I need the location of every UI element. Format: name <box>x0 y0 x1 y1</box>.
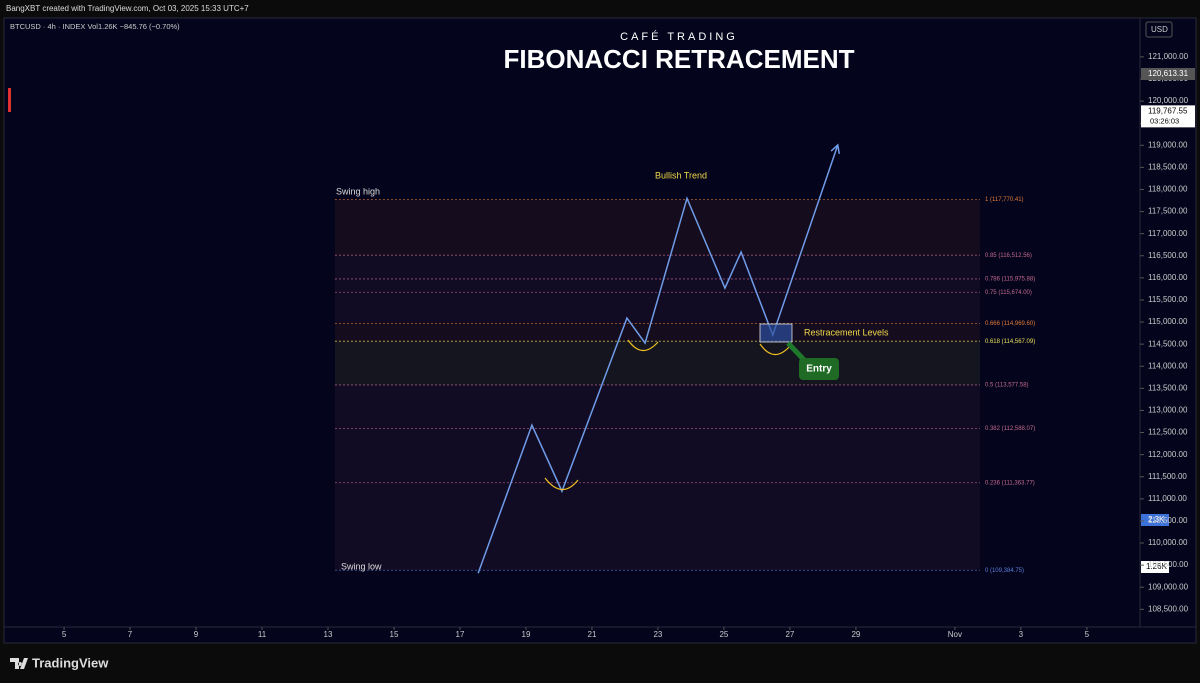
arrow-head <box>830 143 841 154</box>
fib-label: 0.236 (111,363.77) <box>985 480 1035 486</box>
y-tick-label: 118,000.00 <box>1148 185 1188 194</box>
entry-badge <box>799 358 839 380</box>
price-badge-label: 119,767.55 <box>1148 106 1188 115</box>
entry-label: Entry <box>806 364 832 375</box>
curve <box>759 343 791 356</box>
x-tick-label: 21 <box>588 630 597 639</box>
fib-zone <box>334 323 980 342</box>
x-tick-label: 7 <box>128 630 133 639</box>
x-tick-label: 19 <box>522 630 531 639</box>
fib-label: 0.85 (116,512.56) <box>985 253 1032 259</box>
x-tick-label: 27 <box>785 630 794 639</box>
legend: BTCUSD · 4h · INDEX Vol1.26K −845.76 (−0… <box>10 22 180 31</box>
y-tick-label: 110,500.00 <box>1148 516 1188 525</box>
y-tick-label: 112,000.00 <box>1148 450 1188 459</box>
y-tick-label: 117,000.00 <box>1148 229 1188 238</box>
fib-label: 0.618 (114,567.09) <box>985 339 1035 345</box>
swing-low: Swing low <box>341 561 382 571</box>
x-tick-label: 25 <box>719 630 728 639</box>
x-tick-label: Nov <box>948 630 962 639</box>
y-tick-label: 116,500.00 <box>1148 251 1188 260</box>
volume-label: 2.3K <box>1148 515 1165 524</box>
y-tick-label: 112,500.00 <box>1148 428 1188 437</box>
countdown: 03:26:03 <box>1150 116 1179 125</box>
title: FIBONACCI RETRACEMENT <box>504 44 855 74</box>
fib-zone <box>334 428 980 483</box>
y-tick-label: 121,000.00 <box>1148 52 1189 61</box>
y-tick-label: 109,000.00 <box>1148 582 1189 591</box>
curve <box>627 339 659 352</box>
x-tick-label: 5 <box>1085 630 1090 639</box>
swing-high: Swing high <box>336 186 380 196</box>
y-tick-label: 113,500.00 <box>1148 383 1188 392</box>
fib-label: 0.666 (114,969.60) <box>985 321 1035 327</box>
fib-zone <box>334 292 980 324</box>
x-tick-label: 17 <box>456 630 465 639</box>
volume-badge <box>1141 561 1169 573</box>
brand: TradingView <box>32 655 109 670</box>
chart-area <box>3 17 1197 644</box>
curve <box>544 477 579 491</box>
trend-label: Bullish Trend <box>655 170 707 180</box>
y-tick-label: 110,000.00 <box>1148 538 1188 547</box>
currency: USD <box>1151 25 1168 34</box>
y-tick-label: 108,500.00 <box>1148 604 1189 613</box>
price-line <box>477 144 839 574</box>
y-tick-label: 114,000.00 <box>1148 361 1188 370</box>
y-tick-label: 119,000.00 <box>1148 140 1188 149</box>
x-tick-label: 23 <box>653 630 662 639</box>
x-tick-label: 29 <box>851 630 860 639</box>
fib-label: 0.786 (115,975.88) <box>985 277 1035 283</box>
currency-box <box>1145 21 1173 38</box>
fib-zone <box>334 482 980 571</box>
fib-label: 1 (117,770.41) <box>985 197 1024 203</box>
logo-icon <box>10 658 28 669</box>
candle <box>8 88 11 112</box>
fib-zone <box>334 199 980 256</box>
fib-zone <box>334 278 980 293</box>
y-tick-label: 116,000.00 <box>1148 273 1188 282</box>
y-tick-label: 111,500.00 <box>1148 472 1187 481</box>
x-tick-label: 9 <box>194 630 199 639</box>
volume-label: 1.26K <box>1146 562 1168 571</box>
x-tick-label: 11 <box>258 630 267 639</box>
y-tick-label: 120,000.00 <box>1148 96 1189 105</box>
fib-label: 0.5 (113,577.58) <box>985 382 1029 388</box>
header: BangXBT created with TradingView.com, Oc… <box>6 4 249 13</box>
y-tick-label: 111,000.00 <box>1148 494 1187 503</box>
y-tick-label: 115,500.00 <box>1148 295 1188 304</box>
fib-zone <box>334 384 980 429</box>
fib-label: 0.75 (115,674.00) <box>985 290 1032 296</box>
plot: 1 (117,770.41) 0.85 (116,512.56) 0.786 (11… <box>334 143 1035 574</box>
fib-label: 0.382 (112,588.07) <box>985 426 1035 432</box>
volume-badge <box>1141 514 1169 526</box>
levels-label: Restracement Levels <box>804 327 889 337</box>
fib-label: 0 (109,384.75) <box>985 568 1024 574</box>
entry-box <box>759 323 793 343</box>
x-tick-label: 3 <box>1019 630 1024 639</box>
x-tick-label: 5 <box>62 630 67 639</box>
y-tick-label: 117,500.00 <box>1148 207 1188 216</box>
price-badge <box>1141 67 1195 80</box>
subtitle: CAFÉ TRADING <box>620 30 738 43</box>
y-tick-label: 109,500.00 <box>1148 560 1189 569</box>
y-tick-label: 115,000.00 <box>1148 317 1188 326</box>
y-tick-label: 113,000.00 <box>1148 406 1188 415</box>
fib-zone <box>334 255 980 279</box>
y-tick-label: 118,500.00 <box>1148 162 1188 171</box>
x-tick-label: 13 <box>324 630 333 639</box>
price-badge <box>1141 105 1195 128</box>
fib-zone <box>334 341 980 385</box>
price-badge-label: 120,613.31 <box>1148 69 1189 78</box>
x-tick-label: 15 <box>390 630 399 639</box>
y-tick-label: 114,500.00 <box>1148 339 1188 348</box>
